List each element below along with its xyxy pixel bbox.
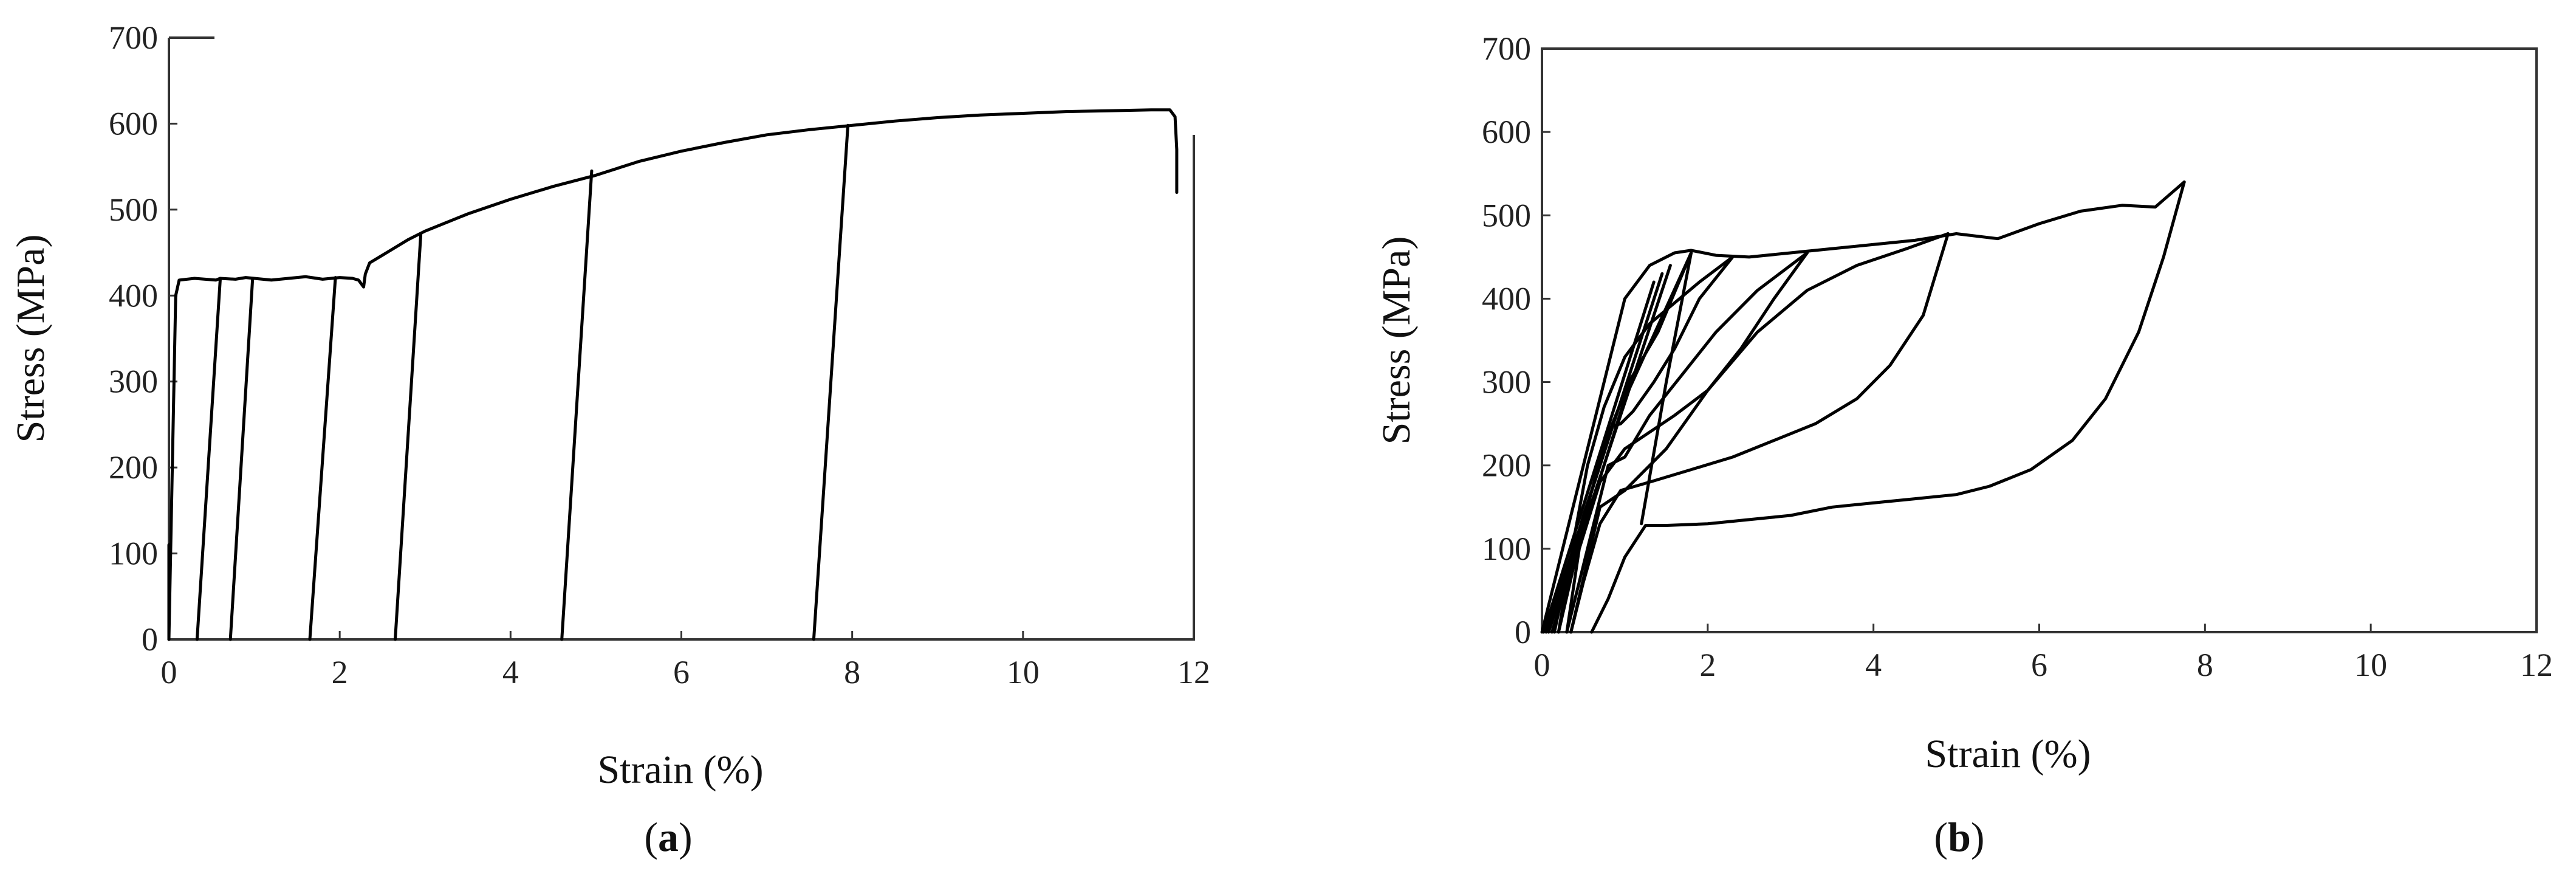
y-tick-label: 100 <box>1482 531 1531 567</box>
stress-strain-curve <box>1569 232 1950 634</box>
y-tick-label: 0 <box>142 621 158 658</box>
stress-strain-curve <box>560 169 594 641</box>
stress-strain-curve <box>1590 180 2186 634</box>
panel-a: 0 2 4 6 8 10 12 0 100 200 300 400 500 600 700 Strain (%… <box>9 19 1210 860</box>
stress-strain-curve <box>1540 180 2186 634</box>
stress-strain-curve <box>228 277 255 641</box>
x-tick-label: 6 <box>2031 647 2047 683</box>
stress-strain-curve <box>1542 280 1656 634</box>
y-tick-label: 100 <box>109 535 158 572</box>
y-axis-label: Stress (MPa) <box>1374 236 1419 445</box>
y-tick-label: 600 <box>109 105 158 142</box>
stress-strain-curve <box>1640 251 1693 526</box>
x-tick-label: 8 <box>2197 647 2213 683</box>
x-tick-label: 10 <box>1007 654 1040 690</box>
stress-strain-curve <box>1557 255 1735 634</box>
panel-b: 0 2 4 6 8 10 12 0 100 200 300 400 500 600 700 Strain (%… <box>1374 30 2553 860</box>
y-tick-label: 700 <box>109 19 158 56</box>
stress-strain-curve <box>1557 255 1735 634</box>
stress-strain-curve <box>394 232 423 641</box>
x-tick-label: 2 <box>1699 647 1716 683</box>
x-axis-label: Strain (%) <box>597 748 763 792</box>
plot-frame <box>168 38 1195 641</box>
x-tick-label: 0 <box>161 654 177 690</box>
x-tick-label: 6 <box>673 654 690 690</box>
y-tick-label: 300 <box>109 363 158 400</box>
x-tick-label: 0 <box>1534 647 1550 683</box>
x-tick-label: 10 <box>2354 647 2387 683</box>
x-tick-label: 2 <box>332 654 348 690</box>
y-tick-label: 400 <box>109 277 158 314</box>
x-tick-label: 4 <box>502 654 519 690</box>
stress-strain-curve <box>1569 232 1950 634</box>
y-tick-label: 700 <box>1482 30 1531 67</box>
x-axis-label: Strain (%) <box>1925 732 2091 776</box>
x-tick-label: 8 <box>844 654 860 690</box>
y-tick-label: 400 <box>1482 280 1531 317</box>
y-axis-label: Stress (MPa) <box>9 235 53 443</box>
y-tick-label: 200 <box>1482 447 1531 484</box>
stress-strain-curve <box>195 278 222 641</box>
x-tick-label: 12 <box>2520 647 2553 683</box>
stress-strain-curve <box>812 123 850 641</box>
panel-label: (a) <box>644 814 692 860</box>
x-tick-label: 12 <box>1177 654 1210 690</box>
y-tick-label: 300 <box>1482 364 1531 401</box>
y-tick-label: 500 <box>1482 197 1531 233</box>
stress-strain-curve <box>167 108 1179 641</box>
panel-label: (b) <box>1934 814 1984 860</box>
stress-strain-curve <box>1565 251 1809 634</box>
y-tick-label: 500 <box>109 191 158 228</box>
y-tick-label: 600 <box>1482 114 1531 150</box>
y-tick-label: 200 <box>109 449 158 486</box>
plot-frame <box>1541 47 2538 633</box>
y-tick-label: 0 <box>1515 614 1531 650</box>
stress-strain-curve <box>1565 251 1809 634</box>
x-tick-label: 4 <box>1865 647 1882 683</box>
stress-strain-curve <box>308 276 337 641</box>
